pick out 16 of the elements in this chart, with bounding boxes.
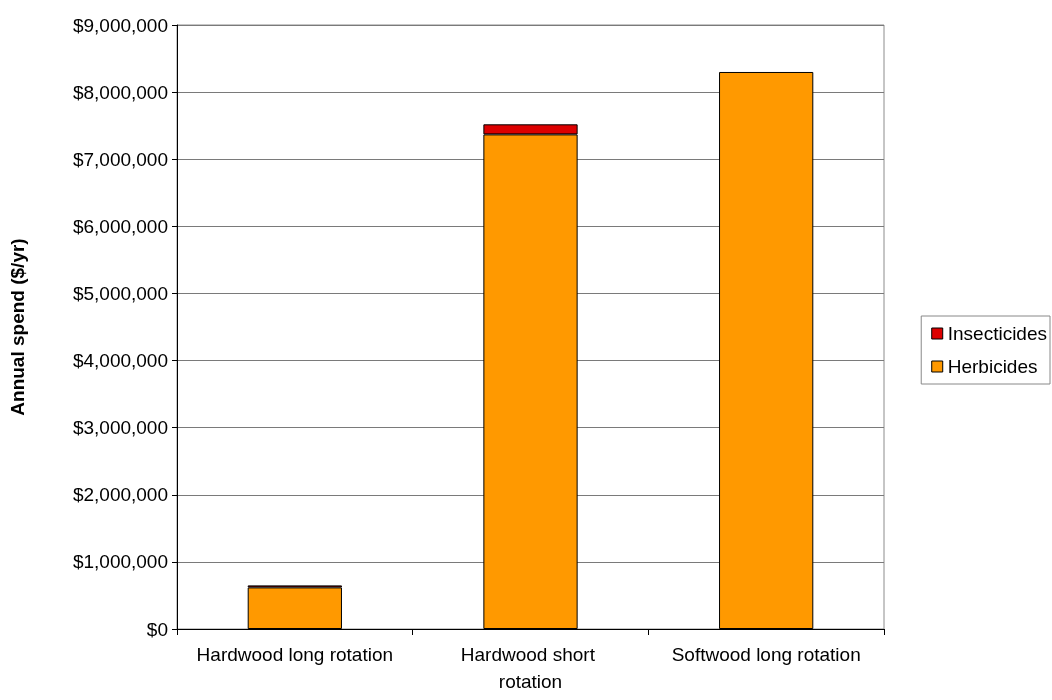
y-tick-label: $9,000,000 — [72, 14, 168, 36]
y-tick-label: $2,000,000 — [72, 484, 168, 506]
x-tick-label: Hardwood long rotation — [196, 644, 394, 665]
y-tick-label: $7,000,000 — [72, 148, 168, 170]
y-tick-label: $6,000,000 — [72, 215, 168, 237]
y-tick-label: $1,000,000 — [72, 551, 168, 573]
y-tick-label: $3,000,000 — [72, 417, 168, 439]
y-axis-title: Annual spend ($/yr) — [7, 238, 28, 416]
x-tick-label: Softwood long rotation — [671, 644, 861, 665]
x-tick-label: Hardwood short rotation — [460, 644, 601, 692]
y-tick-label: $8,000,000 — [72, 81, 168, 103]
y-tick-label: $4,000,000 — [72, 350, 168, 372]
y-tick-label: $0 — [146, 618, 168, 640]
y-tick-label: $5,000,000 — [72, 282, 168, 304]
legend-label: Herbicides — [947, 356, 1038, 377]
legend-label: Insecticides — [947, 323, 1048, 344]
